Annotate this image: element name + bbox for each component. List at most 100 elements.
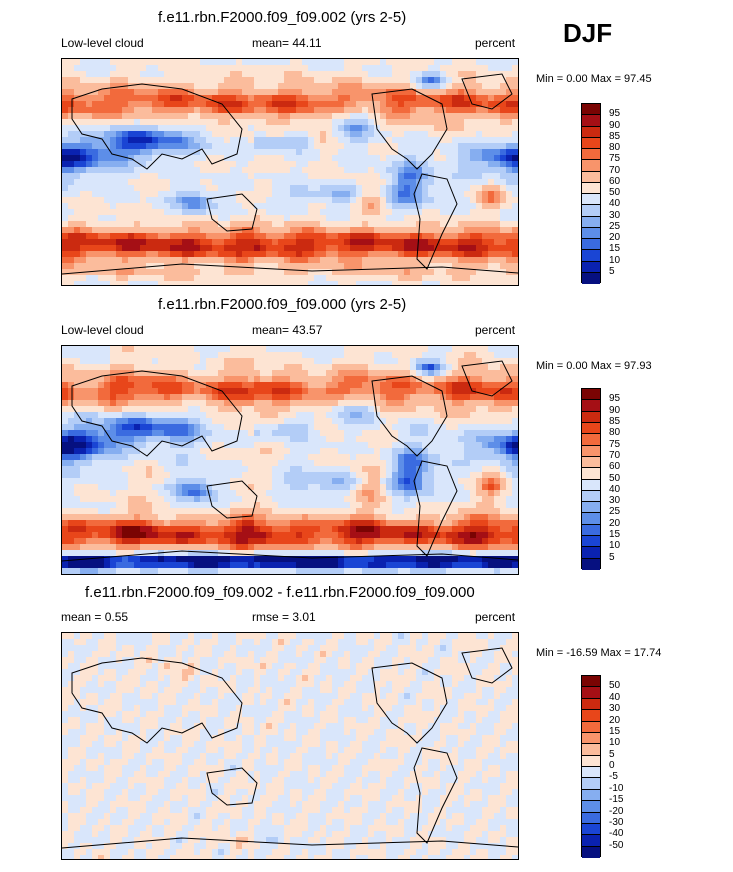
field-cell	[104, 65, 111, 72]
field-cell	[122, 107, 129, 114]
field-cell	[326, 77, 333, 84]
field-cell	[296, 496, 303, 503]
field-cell	[68, 173, 75, 180]
field-cell	[506, 275, 513, 282]
field-cell	[470, 418, 477, 425]
field-cell	[296, 269, 303, 276]
field-cell	[482, 251, 489, 258]
field-cell	[284, 65, 291, 72]
field-cell	[512, 143, 518, 150]
field-cell	[230, 400, 237, 407]
field-cell	[278, 490, 285, 497]
field-cell	[122, 376, 129, 383]
field-cell	[200, 269, 207, 276]
field-cell	[284, 137, 291, 144]
field-cell	[308, 484, 315, 491]
field-cell	[458, 239, 465, 246]
field-cell	[200, 59, 207, 66]
field-cell	[110, 442, 117, 449]
field-cell	[128, 460, 135, 467]
field-cell	[188, 197, 195, 204]
field-cell	[236, 59, 243, 66]
field-cell	[488, 490, 495, 497]
field-cell	[422, 418, 429, 425]
field-cell	[368, 221, 375, 228]
field-cell	[272, 197, 279, 204]
field-cell	[452, 185, 459, 192]
field-cell	[410, 71, 417, 78]
field-cell	[188, 508, 195, 515]
field-cell	[464, 185, 471, 192]
field-cell	[224, 484, 231, 491]
field-cell	[500, 215, 507, 222]
field-cell	[356, 412, 363, 419]
colorbar-swatch	[582, 171, 600, 183]
field-cell	[350, 113, 357, 120]
field-cell	[74, 173, 81, 180]
field-cell	[128, 346, 135, 353]
field-cell	[440, 269, 447, 276]
field-cell	[482, 191, 489, 198]
field-cell	[458, 376, 465, 383]
field-cell	[494, 263, 501, 270]
field-cell	[422, 215, 429, 222]
field-cell	[446, 472, 453, 479]
field-cell	[140, 448, 147, 455]
field-cell	[206, 173, 213, 180]
field-cell	[182, 71, 189, 78]
field-cell	[194, 101, 201, 108]
field-cell	[512, 125, 518, 132]
field-cell	[116, 358, 123, 365]
field-cell	[500, 185, 507, 192]
field-cell	[434, 233, 441, 240]
field-cell	[242, 376, 249, 383]
field-cell	[494, 203, 501, 210]
field-cell	[206, 209, 213, 216]
field-cell	[380, 412, 387, 419]
field-cell	[98, 227, 105, 234]
field-cell	[200, 376, 207, 383]
field-cell	[446, 460, 453, 467]
field-cell	[170, 394, 177, 401]
field-cell	[98, 113, 105, 120]
field-cell	[290, 442, 297, 449]
field-cell	[194, 71, 201, 78]
field-cell	[134, 484, 141, 491]
field-cell	[152, 346, 159, 353]
field-cell	[500, 65, 507, 72]
field-cell	[428, 107, 435, 114]
field-cell	[152, 197, 159, 204]
field-cell	[398, 137, 405, 144]
field-cell	[464, 59, 471, 66]
field-cell	[512, 83, 518, 90]
field-cell	[116, 442, 123, 449]
field-cell	[488, 269, 495, 276]
field-cell	[494, 275, 501, 282]
field-cell	[428, 502, 435, 509]
field-cell	[356, 496, 363, 503]
field-cell	[182, 424, 189, 431]
field-cell	[398, 65, 405, 72]
field-cell	[356, 203, 363, 210]
field-cell	[404, 466, 411, 473]
field-cell	[344, 185, 351, 192]
field-cell	[248, 376, 255, 383]
field-cell	[428, 215, 435, 222]
field-cell	[182, 418, 189, 425]
field-cell	[494, 245, 501, 252]
field-cell	[446, 83, 453, 90]
field-cell	[368, 191, 375, 198]
field-cell	[452, 215, 459, 222]
field-cell	[476, 454, 483, 461]
field-cell	[440, 472, 447, 479]
field-cell	[398, 233, 405, 240]
field-cell	[68, 167, 75, 174]
field-cell	[128, 251, 135, 258]
field-cell	[494, 215, 501, 222]
field-cell	[356, 191, 363, 198]
field-cell	[302, 376, 309, 383]
field-cell	[158, 161, 165, 168]
field-cell	[218, 113, 225, 120]
field-cell	[470, 95, 477, 102]
field-cell	[458, 161, 465, 168]
